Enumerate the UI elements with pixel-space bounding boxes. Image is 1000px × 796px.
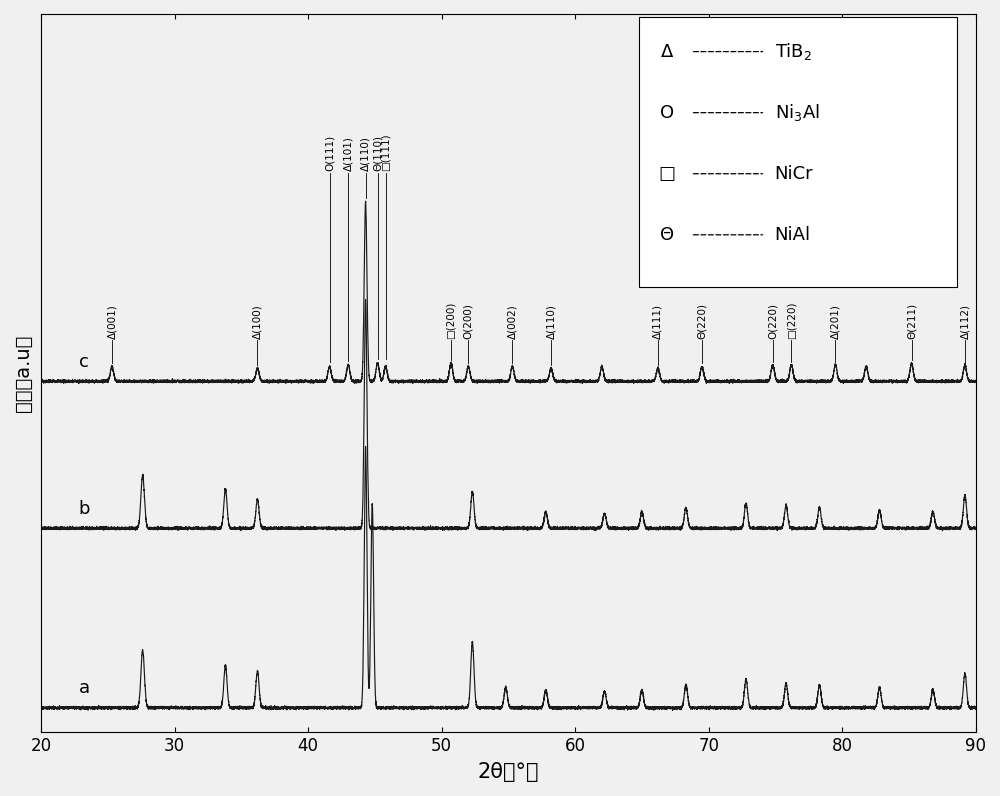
Text: TiB$_2$: TiB$_2$ bbox=[775, 41, 812, 62]
Text: □(220): □(220) bbox=[786, 302, 796, 339]
Text: Δ(100): Δ(100) bbox=[252, 304, 262, 339]
Text: Δ: Δ bbox=[661, 43, 673, 60]
Y-axis label: 强度（a.u）: 强度（a.u） bbox=[14, 334, 33, 412]
Text: Θ(211): Θ(211) bbox=[907, 302, 917, 339]
X-axis label: 2θ（°）: 2θ（°） bbox=[478, 762, 539, 782]
Text: NiCr: NiCr bbox=[775, 165, 813, 183]
FancyBboxPatch shape bbox=[639, 18, 957, 287]
Text: O(220): O(220) bbox=[768, 302, 778, 339]
Text: Δ(110): Δ(110) bbox=[361, 137, 371, 171]
Text: Θ(110): Θ(110) bbox=[373, 135, 383, 171]
Text: □: □ bbox=[659, 165, 676, 183]
Text: Ni$_3$Al: Ni$_3$Al bbox=[775, 102, 820, 123]
Text: O(200): O(200) bbox=[463, 303, 473, 339]
Text: Δ(112): Δ(112) bbox=[960, 304, 970, 339]
Text: c: c bbox=[79, 353, 88, 371]
Text: Δ(111): Δ(111) bbox=[653, 304, 663, 339]
Text: Θ: Θ bbox=[660, 226, 674, 244]
Text: Δ(110): Δ(110) bbox=[546, 304, 556, 339]
Text: Δ(001): Δ(001) bbox=[107, 304, 117, 339]
Text: a: a bbox=[79, 679, 90, 697]
Text: Δ(002): Δ(002) bbox=[507, 304, 517, 339]
Text: □(200): □(200) bbox=[446, 302, 456, 339]
Text: □(111): □(111) bbox=[381, 134, 391, 171]
Text: Δ(101): Δ(101) bbox=[343, 137, 353, 171]
Text: b: b bbox=[79, 500, 90, 517]
Text: O(111): O(111) bbox=[325, 135, 335, 171]
Text: NiAl: NiAl bbox=[775, 226, 811, 244]
Text: Θ(220): Θ(220) bbox=[697, 302, 707, 339]
Text: O: O bbox=[660, 103, 674, 122]
Text: Δ(201): Δ(201) bbox=[830, 304, 840, 339]
